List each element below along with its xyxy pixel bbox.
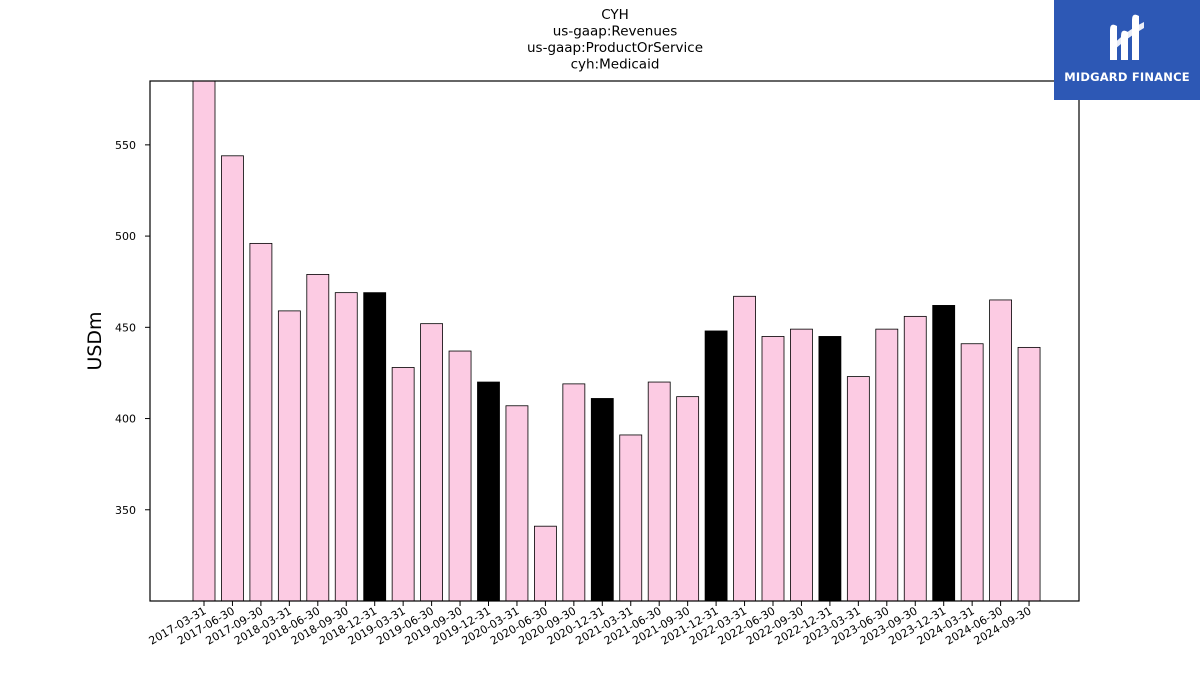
bar [903, 315, 927, 602]
bar [761, 336, 785, 602]
bar [277, 310, 301, 602]
brand-logo: MIDGARD FINANCE [1054, 0, 1200, 100]
plot-frame [149, 80, 1080, 602]
bar [590, 398, 614, 602]
bar [619, 434, 643, 602]
bar [1017, 346, 1041, 602]
y-tick-label: 550 [115, 139, 136, 152]
bar [818, 336, 842, 602]
y-axis-label: USDm [84, 311, 106, 370]
chart-title-line: cyh:Medicaid [571, 57, 660, 73]
chart-title-line: us-gaap:ProductOrService [527, 40, 703, 56]
bar [221, 155, 244, 602]
bar [989, 299, 1012, 602]
bar [306, 273, 330, 602]
y-tick-label: 500 [115, 230, 136, 243]
bar [960, 343, 984, 602]
bar [192, 80, 216, 602]
bar [733, 295, 756, 602]
bar [334, 292, 358, 602]
bar [420, 323, 444, 602]
bar [363, 292, 387, 602]
bar [534, 525, 557, 602]
chart-title-line: CYH [601, 7, 629, 23]
brand-name: MIDGARD FINANCE [1064, 70, 1190, 84]
bars [192, 80, 1041, 602]
bar [562, 383, 586, 602]
bar [790, 328, 813, 602]
bar [704, 330, 728, 602]
bar [249, 242, 273, 602]
bar [676, 396, 700, 602]
chart-title-line: us-gaap:Revenues [553, 24, 678, 40]
bar [647, 381, 671, 602]
y-axis-ticks: 350 400 450 500 550 [115, 139, 150, 517]
bar [448, 350, 472, 602]
x-axis-ticks: 2017-03-312017-06-302017-09-302018-03-31… [147, 601, 1034, 648]
bar [932, 305, 956, 602]
bar [846, 376, 870, 602]
bar [391, 367, 415, 602]
chart-title: CYHus-gaap:Revenuesus-gaap:ProductOrServ… [527, 7, 703, 73]
midgard-m-icon [1110, 14, 1144, 61]
y-tick-label: 400 [115, 413, 136, 426]
bar [505, 405, 529, 602]
y-tick-label: 450 [115, 321, 136, 334]
bar [875, 328, 899, 602]
bar [477, 381, 500, 602]
y-tick-label: 350 [115, 504, 136, 517]
